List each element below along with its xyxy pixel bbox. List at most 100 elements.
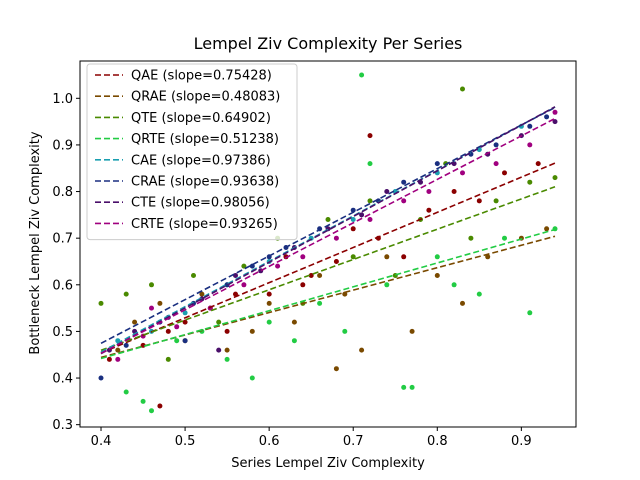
data-point [98, 300, 104, 306]
data-point [493, 142, 499, 148]
data-point [224, 328, 230, 334]
data-point [157, 403, 163, 409]
legend-label-qrae: QRAE (slope=0.48083) [131, 90, 280, 105]
data-point [527, 142, 533, 148]
data-point [384, 282, 390, 288]
legend: QAE (slope=0.75428) QRAE (slope=0.48083) Q… [86, 63, 298, 241]
data-point [216, 319, 222, 325]
legend-label-qte: QTE (slope=0.64902) [131, 111, 271, 126]
x-tick-label: 0.8 [427, 434, 448, 449]
data-point [460, 300, 465, 306]
data-point [502, 170, 507, 176]
data-point [300, 282, 306, 288]
data-point [182, 319, 188, 325]
data-point [434, 254, 440, 260]
data-point [149, 282, 154, 288]
data-point [535, 161, 541, 167]
data-point [485, 254, 491, 260]
data-point [384, 254, 390, 260]
trend-line-crae [100, 106, 556, 345]
data-point [476, 198, 482, 204]
data-point [401, 254, 407, 260]
x-tick-label: 0.7 [343, 434, 364, 449]
data-point [468, 235, 474, 241]
data-point [224, 347, 230, 353]
data-point [401, 198, 407, 204]
data-point [233, 273, 238, 278]
legend-label-crae: CRAE (slope=0.93638) [131, 175, 279, 190]
data-point [157, 300, 163, 306]
trend-line-cte [100, 106, 556, 355]
trend-line-qae [100, 162, 556, 354]
data-point [359, 212, 365, 218]
data-point [317, 273, 323, 278]
legend-box [86, 63, 298, 241]
trend-line-crte [100, 117, 556, 355]
data-point [401, 179, 407, 185]
data-point [384, 189, 390, 194]
data-point [123, 389, 129, 395]
data-point [527, 179, 533, 185]
data-point [241, 263, 247, 269]
legend-label-qrte: QRTE (slope=0.51238) [131, 132, 279, 147]
data-point [115, 356, 121, 362]
legend-label-cte: CTE (slope=0.98056) [131, 196, 270, 211]
data-point [191, 273, 196, 278]
data-point [291, 338, 297, 344]
data-point [149, 305, 154, 311]
data-point [493, 198, 499, 204]
data-point [367, 198, 373, 204]
data-point [333, 259, 339, 264]
data-point [502, 235, 507, 241]
trend-line-qrte [100, 228, 556, 360]
plot-frame [79, 60, 577, 428]
data-point [359, 347, 365, 353]
data-point [149, 408, 154, 414]
data-point [132, 319, 138, 325]
data-point [174, 324, 180, 330]
trend-line-cae [100, 106, 556, 353]
data-point [476, 291, 482, 297]
y-tick-label: 0.4 [52, 372, 73, 387]
data-point [460, 86, 465, 92]
data-point [493, 161, 499, 167]
data-point [317, 300, 323, 306]
data-point [174, 338, 180, 344]
data-point [266, 291, 272, 297]
data-point [367, 217, 373, 222]
data-point [241, 282, 247, 288]
data-point [434, 273, 440, 278]
data-point [367, 133, 373, 139]
data-point [199, 291, 205, 297]
data-point [350, 226, 356, 232]
data-point [367, 161, 373, 167]
data-point [544, 114, 550, 120]
y-tick-label: 0.5 [52, 325, 73, 340]
y-tick-label: 0.3 [52, 418, 73, 433]
data-point [409, 384, 415, 390]
data-point [552, 175, 558, 181]
data-point [350, 217, 356, 222]
trend-line-qrae [100, 235, 556, 359]
data-point [409, 328, 415, 334]
data-point [123, 342, 129, 348]
data-point [182, 338, 188, 344]
data-point [451, 282, 457, 288]
y-tick-label: 0.6 [52, 278, 73, 293]
data-point [300, 254, 306, 260]
data-point [342, 328, 348, 334]
data-point [266, 300, 272, 306]
data-point [426, 207, 432, 213]
legend-label-crte: CRTE (slope=0.93265) [131, 217, 278, 232]
data-point [165, 328, 171, 334]
x-axis-title: Series Lempel Ziv Complexity [231, 456, 425, 471]
y-axis-title: Bottleneck Lempel Ziv Complexity [28, 131, 43, 354]
data-point [434, 161, 440, 167]
data-point [350, 254, 356, 260]
y-tick-label: 1.0 [52, 92, 73, 107]
y-tick-label: 0.8 [52, 185, 73, 200]
data-point [165, 356, 171, 362]
legend-label-qae: QAE (slope=0.75428) [131, 69, 272, 84]
y-tick-label: 0.7 [52, 232, 73, 247]
